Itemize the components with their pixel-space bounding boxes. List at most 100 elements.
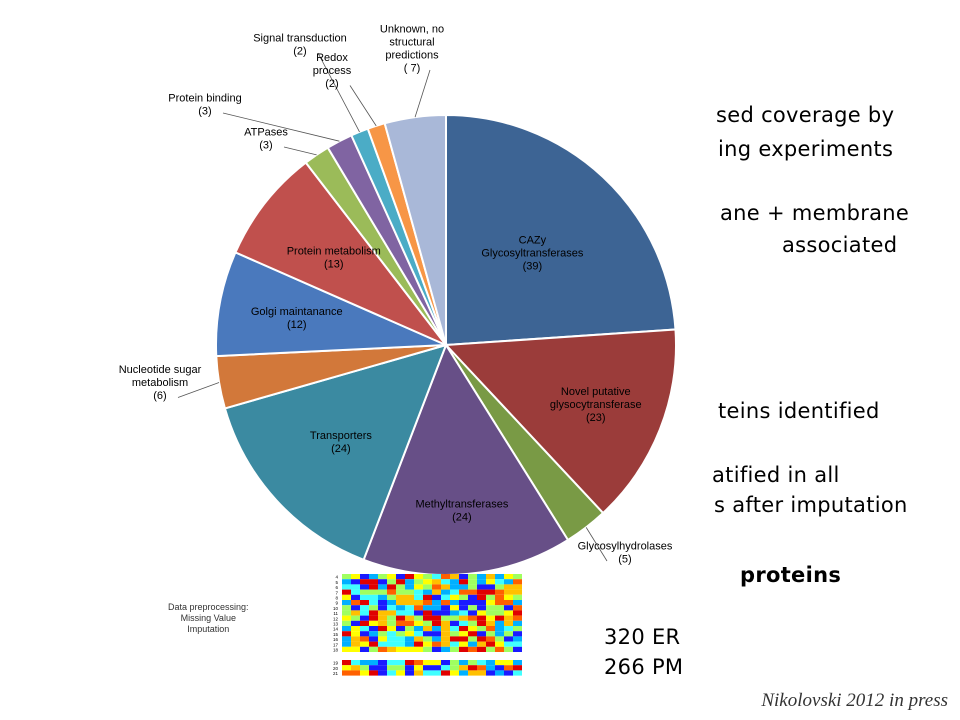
heatmap-cell [432, 665, 441, 671]
heatmap-cell [414, 610, 423, 616]
heatmap-cell [468, 615, 477, 621]
heatmap-row-label: 7 [335, 590, 338, 595]
heatmap-cell [360, 636, 369, 642]
heatmap-cell [486, 589, 495, 595]
heatmap-cell [441, 605, 450, 611]
heatmap-cell [378, 641, 387, 647]
heatmap-cell [504, 641, 513, 647]
heatmap-cell [423, 615, 432, 621]
heatmap-cell [513, 646, 522, 652]
heatmap-cell [459, 665, 468, 671]
heatmap-cell [486, 610, 495, 616]
heatmap-cell [369, 641, 378, 647]
heatmap-cell [495, 665, 504, 671]
heatmap-cell [486, 670, 495, 676]
heatmap-cell [414, 620, 423, 626]
heatmap-cell [459, 610, 468, 616]
heatmap-cell [360, 574, 369, 580]
heatmap-cell [486, 574, 495, 580]
heatmap-cell [450, 665, 459, 671]
heatmap-cell [495, 610, 504, 616]
heatmap-cell [459, 574, 468, 580]
heatmap-cell [342, 600, 351, 606]
heatmap-cell [450, 610, 459, 616]
heatmap-cell [441, 620, 450, 626]
pie-slice-protein-metabolism [234, 161, 447, 346]
heatmap-cell [351, 584, 360, 590]
heatmap-cell [504, 636, 513, 642]
heatmap-cell [477, 641, 486, 647]
heatmap-cell [504, 670, 513, 676]
heatmap-row-label: 16 [333, 637, 339, 642]
heatmap-cell [351, 615, 360, 621]
heatmap-cell [369, 626, 378, 632]
heatmap-cell [360, 626, 369, 632]
heatmap-cell [468, 660, 477, 666]
heatmap-cell [504, 665, 513, 671]
heatmap-cell [351, 574, 360, 580]
bullet-pm: 266 PM [604, 655, 684, 679]
bullet-experiments: ing experiments [718, 137, 894, 161]
heatmap-cell [459, 579, 468, 585]
heatmap-cell [396, 594, 405, 600]
heatmap-cell [369, 605, 378, 611]
heatmap-cell [513, 620, 522, 626]
heatmap-cell [360, 584, 369, 590]
heatmap-cell [378, 605, 387, 611]
heatmap-cell [450, 594, 459, 600]
heatmap-cell [423, 626, 432, 632]
bullet-golgi-proteins: proteins [740, 563, 842, 587]
heatmap-cell [450, 620, 459, 626]
heatmap-cell [378, 589, 387, 595]
heatmap-cell [486, 600, 495, 606]
heatmap-cell [360, 665, 369, 671]
heatmap-cell [495, 641, 504, 647]
heatmap-cell [432, 610, 441, 616]
heatmap-cell [360, 605, 369, 611]
heatmap-cell [351, 631, 360, 637]
heatmap-cell [396, 589, 405, 595]
heatmap-cell [486, 660, 495, 666]
heatmap-cell [450, 670, 459, 676]
heatmap-note: Data preprocessing: Missing Value Imputa… [168, 602, 249, 635]
heatmap-cell [513, 665, 522, 671]
heatmap-cell [459, 646, 468, 652]
slice-label: ATPases (3) [244, 127, 288, 152]
heatmap-cell [486, 615, 495, 621]
heatmap-cell [477, 626, 486, 632]
heatmap-cell [459, 600, 468, 606]
heatmap-cell [513, 641, 522, 647]
heatmap-cell [387, 605, 396, 611]
heatmap-cell [468, 631, 477, 637]
heatmap-cell [360, 594, 369, 600]
heatmap-note-line3: Imputation [187, 624, 230, 634]
heatmap-row-label: 15 [333, 632, 339, 637]
heatmap-cell [450, 584, 459, 590]
heatmap-cell [342, 641, 351, 647]
heatmap-cell [459, 615, 468, 621]
heatmap-cell [360, 670, 369, 676]
heatmap-cell [450, 631, 459, 637]
heatmap-cell [468, 600, 477, 606]
heatmap-row-label: 11 [333, 611, 338, 616]
heatmap-cell [405, 589, 414, 595]
heatmap-cell [396, 641, 405, 647]
heatmap-cell [468, 626, 477, 632]
heatmap-cell [369, 631, 378, 637]
leader-line [177, 382, 220, 398]
heatmap-cell [369, 584, 378, 590]
heatmap-cell [468, 620, 477, 626]
heatmap-cell [378, 631, 387, 637]
pie-slice-golgi-maintanance [215, 251, 447, 358]
heatmap-cell [441, 594, 450, 600]
heatmap-cell [459, 631, 468, 637]
heatmap-cell [369, 574, 378, 580]
heatmap-cell [513, 636, 522, 642]
heatmap-cell [450, 646, 459, 652]
heatmap-cell [459, 660, 468, 666]
heatmap-cell [378, 626, 387, 632]
heatmap-cell [477, 636, 486, 642]
heatmap-cell [387, 670, 396, 676]
heatmap-cell [441, 670, 450, 676]
slice-label: CAZy Glycosyltransferases (39) [481, 235, 584, 273]
